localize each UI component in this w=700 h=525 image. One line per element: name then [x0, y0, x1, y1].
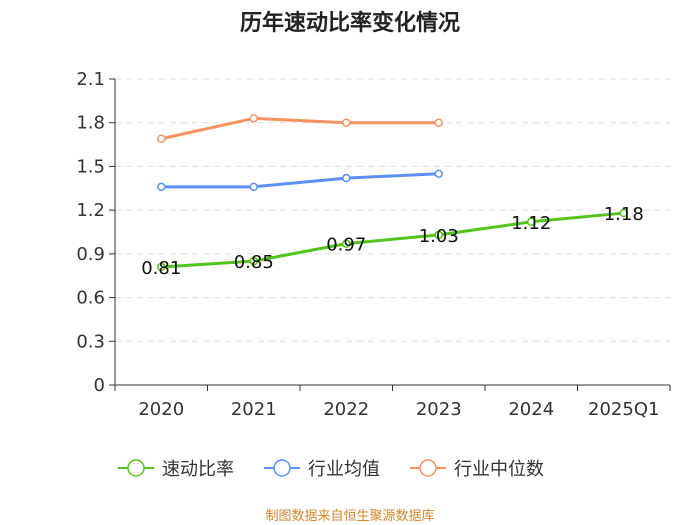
data-label: 0.81: [141, 258, 181, 279]
data-point: [157, 262, 166, 272]
legend-marker: [273, 459, 291, 477]
data-label: 1.18: [604, 204, 644, 225]
legend-label: 行业中位数: [454, 459, 544, 480]
source-footer: 制图数据来自恒生聚源数据库: [265, 508, 434, 524]
data-point: [249, 114, 258, 123]
legend-marker: [127, 459, 145, 477]
data-point: [619, 208, 628, 218]
series-line-1: [161, 172, 439, 189]
y-tick-label: 0.3: [76, 331, 105, 352]
axes: 0 0.3 0.6 0.9 1.2 1.5 1.8 2.1 2020 2021 2022 2023 20…: [76, 69, 671, 420]
data-point: [342, 173, 351, 183]
data-point: [249, 182, 258, 192]
data-label: 1.12: [511, 213, 551, 234]
data-label: 0.97: [326, 235, 366, 256]
y-tick-label: 1.2: [76, 200, 105, 221]
y-tick-label: 0: [94, 375, 105, 396]
y-tick-label: 0.9: [76, 244, 105, 265]
data-point: [342, 239, 351, 248]
y-tick-label: 0.6: [76, 288, 105, 309]
legend-label: 行业均值: [308, 459, 380, 480]
data-point: [527, 217, 536, 227]
data-point: [434, 169, 443, 178]
data-point: [157, 134, 166, 143]
data-label: 0.85: [234, 252, 274, 273]
series-line-2: [160, 116, 439, 141]
legend-label: 速动比率: [162, 459, 234, 480]
series-layer: [157, 114, 628, 272]
x-tick-label: 2023: [416, 399, 462, 420]
grid-lines: [115, 78, 670, 342]
data-point: [249, 256, 258, 266]
legend: 速动比率 行业均值 行业中位数: [118, 459, 544, 480]
data-labels: 0.81 0.85 0.97 1.03 1.12 1.18: [141, 204, 644, 279]
chart-title: 历年速动比率变化情况: [240, 10, 460, 36]
x-tick-label: 2021: [231, 399, 277, 420]
x-tick-label: 2022: [323, 399, 369, 420]
data-point: [157, 182, 166, 192]
data-point: [434, 118, 443, 127]
data-point: [434, 230, 443, 240]
x-tick-label: 2024: [508, 399, 554, 420]
series-line-0: [161, 211, 624, 269]
y-tick-label: 1.5: [76, 156, 105, 177]
x-tick-label: 2025Q1: [588, 399, 659, 420]
y-tick-label: 1.8: [76, 113, 105, 134]
x-tick-label: 2020: [138, 399, 184, 420]
y-tick-label: 2.1: [76, 69, 105, 90]
legend-marker: [419, 459, 437, 477]
data-label: 1.03: [419, 226, 459, 247]
data-point: [342, 118, 351, 127]
